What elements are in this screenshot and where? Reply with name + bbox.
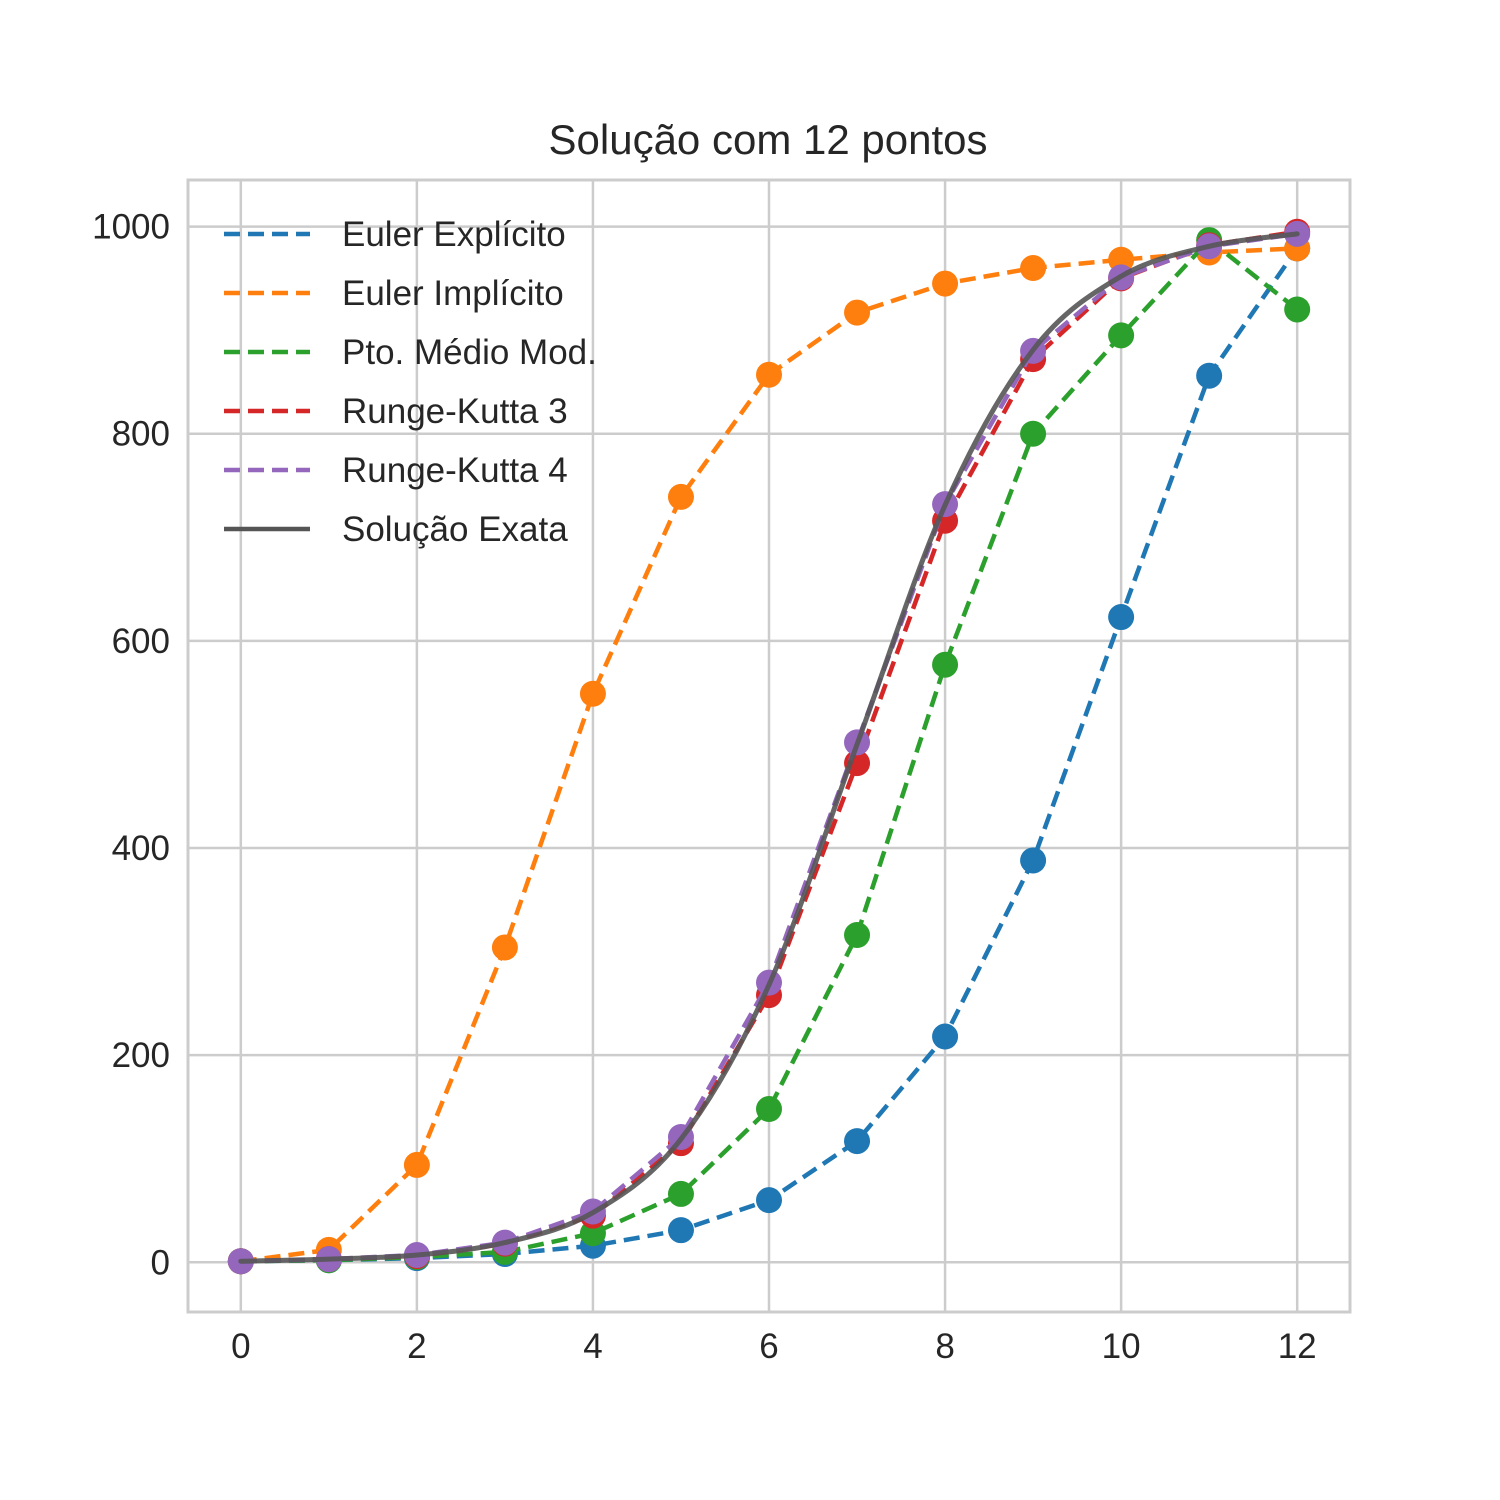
y-tick-label: 600 — [112, 622, 170, 661]
legend: Euler Explícito Euler Implícito Pto. Médio… — [224, 215, 597, 549]
legend-item: Euler Explícito — [224, 215, 566, 254]
data-point — [667, 1217, 694, 1244]
data-point — [667, 483, 694, 510]
y-tick-label: 1000 — [92, 208, 170, 247]
data-point — [1108, 604, 1135, 631]
legend-item: Pto. Médio Mod. — [224, 333, 597, 372]
data-point — [844, 299, 871, 326]
data-point — [932, 270, 959, 297]
x-tick-label: 12 — [1278, 1327, 1317, 1366]
data-point — [1108, 322, 1135, 349]
data-point — [1196, 362, 1223, 389]
legend-label: Pto. Médio Mod. — [342, 333, 597, 372]
data-point — [756, 361, 782, 388]
x-tick-label: 8 — [935, 1327, 954, 1366]
grid — [188, 180, 1350, 1312]
y-axis-ticks: 0 200 400 600 800 1000 — [92, 208, 170, 1283]
legend-label: Runge-Kutta 4 — [342, 451, 568, 490]
legend-label: Solução Exata — [342, 510, 568, 549]
legend-item: Runge-Kutta 3 — [224, 392, 568, 431]
data-point — [932, 1023, 959, 1050]
plot-frame — [186, 178, 1352, 1314]
x-tick-label: 0 — [231, 1327, 250, 1366]
legend-label: Euler Implícito — [342, 274, 564, 313]
data-point — [667, 1180, 694, 1207]
chart-title: Solução com 12 pontos — [549, 116, 988, 163]
x-tick-label: 10 — [1102, 1327, 1141, 1366]
plot-area — [227, 218, 1311, 1275]
data-point — [756, 1187, 782, 1214]
x-axis-ticks: 0 2 4 6 8 10 12 — [231, 1327, 1317, 1366]
legend-item: Euler Implícito — [224, 274, 564, 313]
x-tick-label: 2 — [407, 1327, 426, 1366]
data-point — [403, 1151, 430, 1178]
y-tick-label: 400 — [112, 829, 170, 868]
data-point — [844, 1128, 871, 1155]
data-point — [1020, 420, 1047, 447]
data-point — [579, 680, 606, 707]
data-point — [844, 922, 871, 949]
legend-label: Euler Explícito — [342, 215, 566, 254]
y-tick-label: 200 — [112, 1036, 170, 1075]
series-solucao-exata — [238, 231, 1300, 1264]
data-point — [1020, 255, 1047, 282]
data-point — [491, 934, 518, 961]
series-line — [238, 231, 1300, 1264]
data-point — [932, 651, 959, 678]
x-tick-label: 6 — [759, 1327, 778, 1366]
legend-item: Runge-Kutta 4 — [224, 451, 568, 490]
legend-item: Solução Exata — [224, 510, 568, 549]
legend-label: Runge-Kutta 3 — [342, 392, 568, 431]
x-tick-label: 4 — [583, 1327, 602, 1366]
data-point — [756, 1096, 782, 1123]
data-point — [1020, 847, 1047, 874]
y-tick-label: 0 — [151, 1243, 170, 1282]
y-tick-label: 800 — [112, 415, 170, 454]
data-point — [1284, 296, 1311, 323]
